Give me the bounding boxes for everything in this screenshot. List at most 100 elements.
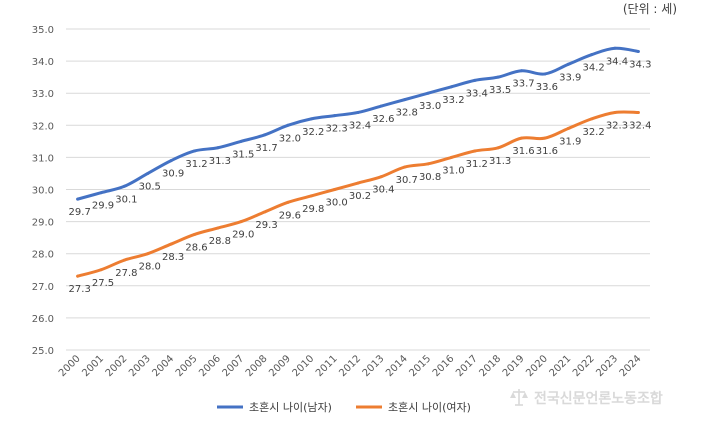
data-label: 27.8 — [115, 268, 137, 279]
data-label: 34.2 — [582, 63, 604, 74]
data-label: 31.2 — [185, 159, 207, 170]
data-point — [356, 110, 360, 114]
x-tick-label: 2004 — [150, 353, 176, 379]
y-tick-label: 25.0 — [32, 346, 54, 357]
data-point — [496, 146, 500, 150]
data-label: 33.7 — [512, 79, 534, 90]
data-label: 31.6 — [512, 146, 534, 157]
data-label: 27.5 — [92, 278, 114, 289]
x-tick-label: 2023 — [594, 353, 620, 379]
data-label: 28.3 — [162, 252, 184, 263]
data-label: 34.3 — [629, 59, 651, 70]
data-label: 30.8 — [419, 172, 441, 183]
data-point — [146, 252, 150, 256]
data-label: 33.6 — [536, 82, 558, 93]
data-label: 31.3 — [489, 156, 511, 167]
data-label: 27.3 — [69, 284, 91, 295]
data-label: 32.2 — [302, 127, 324, 138]
x-tick-label: 2006 — [197, 353, 223, 379]
data-point — [192, 149, 196, 153]
data-label: 28.0 — [139, 262, 161, 273]
data-label: 30.0 — [326, 198, 348, 209]
data-point — [122, 258, 126, 262]
data-point — [449, 155, 453, 159]
data-label: 32.3 — [326, 124, 348, 135]
watermark-text: 전국신문언론노동조합 — [534, 390, 663, 407]
legend-label: 초혼시 나이(여자) — [388, 401, 471, 414]
data-point — [520, 69, 524, 73]
data-label: 32.3 — [606, 120, 628, 131]
gridlines — [66, 28, 650, 351]
data-point — [520, 136, 524, 140]
x-tick-label: 2014 — [384, 353, 410, 379]
data-point — [590, 117, 594, 121]
y-tick-label: 35.0 — [32, 25, 54, 36]
data-point — [496, 75, 500, 79]
data-label: 29.6 — [279, 210, 301, 221]
legend-label: 초혼시 나이(남자) — [249, 401, 332, 414]
data-point — [566, 127, 570, 131]
x-tick-label: 2012 — [337, 353, 363, 379]
data-point — [169, 242, 173, 246]
data-point — [613, 46, 617, 50]
data-label: 30.2 — [349, 191, 371, 202]
data-point — [426, 162, 430, 166]
data-point — [309, 117, 313, 121]
y-tick-label: 33.0 — [32, 89, 54, 100]
scales-icon — [510, 389, 528, 406]
data-point — [263, 133, 267, 137]
data-label: 31.6 — [536, 146, 558, 157]
data-point — [99, 268, 103, 272]
x-tick-label: 2011 — [314, 353, 340, 379]
x-tick-label: 2009 — [267, 353, 293, 379]
y-tick-label: 30.0 — [32, 186, 54, 197]
data-point — [169, 159, 173, 163]
data-label: 33.0 — [419, 101, 441, 112]
data-label: 31.2 — [466, 159, 488, 170]
x-tick-label: 2017 — [454, 353, 480, 379]
data-point — [379, 175, 383, 179]
data-label: 28.6 — [185, 242, 207, 253]
data-point — [613, 110, 617, 114]
data-label: 30.5 — [139, 181, 161, 192]
unit-label: (단위 : 세) — [623, 2, 677, 16]
data-label: 29.0 — [232, 230, 254, 241]
data-point — [403, 98, 407, 102]
data-point — [192, 232, 196, 236]
data-label: 32.4 — [629, 120, 651, 131]
y-tick-label: 32.0 — [32, 121, 54, 132]
x-tick-label: 2015 — [407, 353, 433, 379]
x-tick-label: 2019 — [501, 353, 527, 379]
data-point — [356, 181, 360, 185]
y-tick-label: 29.0 — [32, 218, 54, 229]
data-point — [309, 194, 313, 198]
data-label: 31.7 — [255, 143, 277, 154]
data-point — [473, 149, 477, 153]
x-tick-label: 2003 — [127, 353, 153, 379]
data-label: 34.4 — [606, 56, 628, 67]
data-label: 30.1 — [115, 194, 137, 205]
data-label: 33.5 — [489, 85, 511, 96]
data-label: 29.9 — [92, 201, 114, 212]
y-tick-label: 31.0 — [32, 153, 54, 164]
data-point — [566, 62, 570, 66]
data-point — [426, 91, 430, 95]
watermark: 전국신문언론노동조합 — [510, 389, 663, 407]
data-point — [286, 200, 290, 204]
data-label: 30.4 — [372, 185, 394, 196]
x-tick-label: 2016 — [431, 353, 457, 379]
data-label: 31.0 — [442, 165, 464, 176]
x-tick-label: 2010 — [291, 353, 317, 379]
legend-item-2: 초혼시 나이(여자) — [356, 401, 471, 414]
data-point — [473, 78, 477, 82]
legend: 초혼시 나이(남자) 초혼시 나이(여자) — [217, 401, 471, 414]
data-point — [99, 191, 103, 195]
data-point — [76, 197, 80, 201]
data-point — [263, 210, 267, 214]
x-tick-label: 2008 — [244, 353, 270, 379]
data-label: 29.3 — [255, 220, 277, 231]
data-label: 32.6 — [372, 114, 394, 125]
data-label: 32.2 — [582, 127, 604, 138]
legend-item-1: 초혼시 나이(남자) — [217, 401, 332, 414]
data-point — [146, 171, 150, 175]
